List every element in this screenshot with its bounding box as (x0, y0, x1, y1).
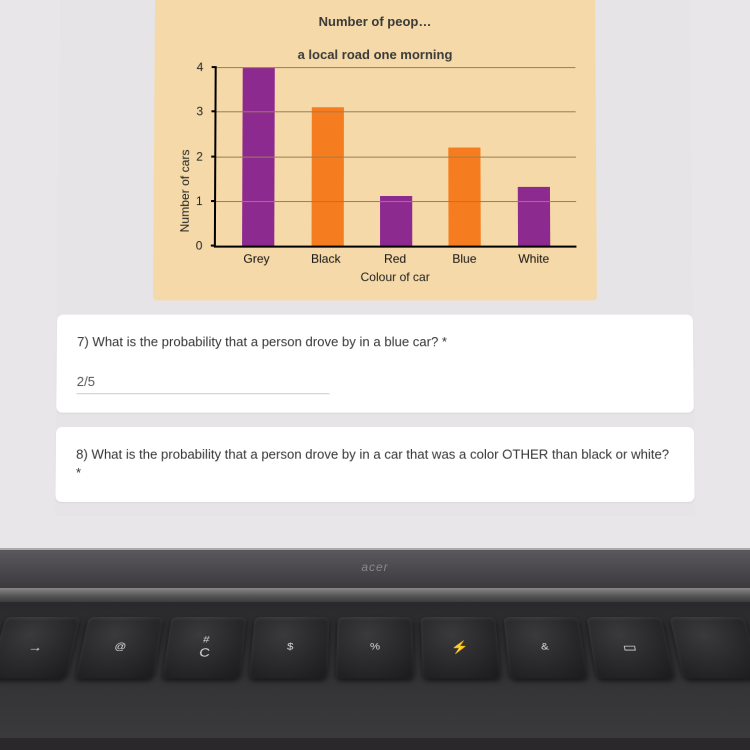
plot-wrap: 01234 Grey Black Red Blue White Colour of ca… (191, 67, 576, 284)
xlabel-black: Black (305, 252, 347, 266)
ytick-mark (211, 245, 216, 247)
chart-title: Number of peop… a local road one morning (175, 0, 576, 63)
ytick-mark (212, 66, 217, 68)
gridline (217, 67, 576, 68)
xlabel-red: Red (374, 252, 416, 266)
question-8-text: 8) What is the probability that a person… (76, 446, 674, 483)
question-8-card: 8) What is the probability that a person… (55, 427, 694, 501)
xlabel-white: White (513, 252, 555, 266)
laptop-screen: Number of peop… a local road one morning… (0, 0, 750, 569)
ytick-label: 0 (196, 238, 203, 252)
chart-title-line2: a local road one morning (298, 47, 453, 62)
ytick-label: 2 (196, 149, 203, 163)
plot: 01234 (214, 67, 577, 248)
keyboard-key[interactable]: ▭ (586, 617, 674, 678)
ytick-label: 1 (196, 194, 203, 208)
keyboard-key[interactable] (669, 617, 750, 678)
ytick-label: 4 (197, 60, 204, 74)
bar-red (380, 196, 412, 245)
xlabel-blue: Blue (443, 252, 485, 266)
ytick-mark (211, 200, 216, 202)
y-axis-label: Number of cars (173, 67, 192, 284)
gridline (216, 156, 576, 157)
keyboard-key[interactable]: $ (249, 617, 330, 678)
keyboard-key[interactable]: #C (162, 617, 246, 678)
keyboard: →@#C$%⚡&▭ (0, 602, 750, 738)
xlabel-grey: Grey (235, 252, 277, 266)
bar-blue (449, 147, 481, 245)
gridline (216, 201, 576, 202)
question-7-text: 7) What is the probability that a person… (77, 333, 673, 352)
bar-black (311, 107, 343, 245)
ytick-mark (211, 111, 216, 113)
keyboard-key[interactable]: ⚡ (421, 617, 502, 678)
keyboard-key[interactable]: → (0, 617, 81, 678)
question-7-answer[interactable]: 2/5 (77, 374, 330, 394)
gridline (216, 112, 575, 113)
x-labels: Grey Black Red Blue White (214, 248, 577, 266)
keyboard-key[interactable]: & (503, 617, 587, 678)
laptop-brand: acer (361, 560, 388, 574)
chart-area: Number of cars 01234 Grey Black Red Blue Whi… (173, 67, 576, 284)
ytick-label: 3 (196, 105, 203, 119)
form-page: Number of peop… a local road one morning… (55, 0, 694, 516)
x-axis-title: Colour of car (214, 270, 577, 284)
keyboard-key[interactable]: @ (75, 617, 163, 678)
bar-white (518, 187, 550, 245)
keyboard-key[interactable]: % (336, 617, 414, 678)
chart-title-line1: Number of peop… (319, 14, 432, 29)
ytick-mark (211, 155, 216, 157)
chart-card: Number of peop… a local road one morning… (153, 0, 597, 300)
question-7-card: 7) What is the probability that a person… (56, 315, 694, 413)
